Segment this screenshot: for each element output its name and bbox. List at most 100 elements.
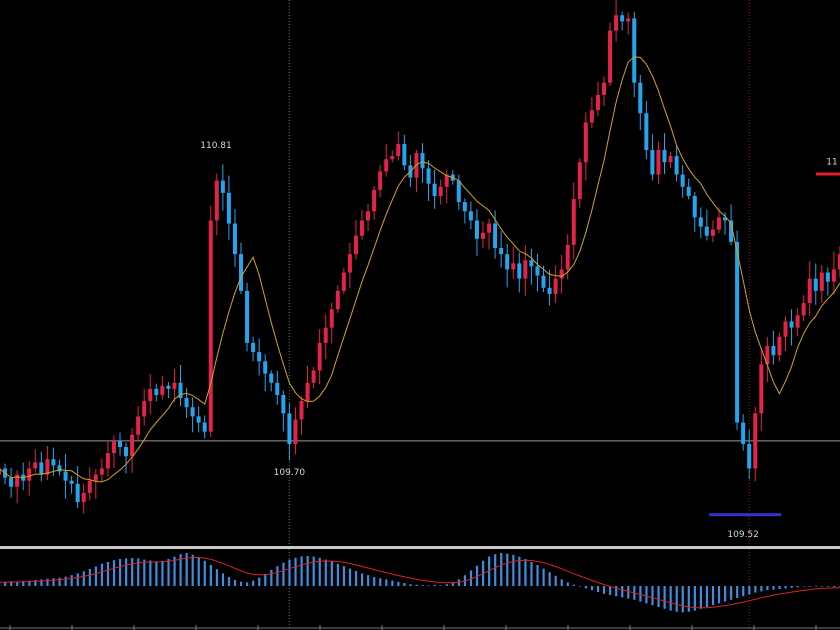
candle-body [335,290,340,310]
candle-body [541,275,546,288]
candle-body [154,388,159,395]
histogram-bar [494,554,497,586]
candle-body [281,394,286,414]
histogram-bar [52,578,55,586]
candle-body [602,82,606,95]
histogram-bar [336,563,339,586]
histogram-bar [802,586,805,587]
histogram-bar [621,586,624,598]
candle-body [396,143,401,157]
candle-body [311,370,316,383]
candle-body [771,345,776,356]
histogram-bar [312,556,315,586]
histogram-bar [705,586,709,607]
candle-body [638,82,643,114]
candle-body [372,189,377,212]
histogram-bar [820,586,823,587]
histogram-bar [687,586,690,612]
histogram-bar [16,581,19,586]
histogram-bar [76,573,79,586]
candle-body [57,465,62,472]
histogram-bar [403,583,406,586]
candle-body [499,248,504,255]
histogram-bar [58,577,61,586]
histogram-bar [361,573,364,586]
panel-separator [0,546,840,549]
candle-body [142,401,147,417]
candle-body [456,180,461,203]
oscillator-panel [0,546,840,630]
histogram-bar [342,566,346,586]
candle-body [360,220,364,236]
candle-body [608,30,613,83]
candle-body [214,180,219,221]
histogram-bar [10,581,13,586]
candle-body [220,180,225,193]
candle-body [87,480,92,493]
candle-body [51,459,56,466]
candle-body [571,199,576,245]
histogram-bar [209,565,212,586]
histogram-bar [736,586,739,598]
candle-body [795,315,800,328]
candle-body [710,229,715,236]
histogram-bar [681,586,684,613]
candle-body [474,220,479,239]
candle-body [366,211,371,221]
histogram-bar [506,553,509,586]
histogram-bar [294,557,297,586]
histogram-bar [530,562,533,586]
candle-body [680,174,685,187]
candle-body [487,223,492,233]
candle-body [577,162,582,200]
histogram-bar [645,586,648,604]
histogram-bar [88,568,91,586]
candle-body [275,382,280,395]
histogram-bar [143,559,146,586]
candle-body [287,413,292,444]
histogram-bar [651,586,654,606]
histogram-bar [790,586,793,588]
candle-body [523,260,528,279]
candle-body [595,94,600,111]
histogram-bar [469,570,473,586]
histogram-bar [70,575,73,586]
candle-body [505,254,510,270]
candle-body [765,345,770,365]
candle-body [698,217,703,227]
candle-body [686,186,691,196]
candle-body [239,254,243,291]
histogram-bar [82,571,85,586]
candle-body [468,211,473,221]
candle-body [614,15,619,31]
candle-body [432,183,437,196]
candle-body [747,443,752,469]
histogram-bar [354,571,358,586]
signal-line [0,557,840,609]
histogram-bar [131,558,134,586]
histogram-bar [627,586,630,599]
histogram-bar [227,577,231,586]
histogram-bar [808,586,811,587]
histogram-bar [838,586,840,587]
candle-body [517,263,522,279]
histogram-bar [415,584,418,586]
histogram-bar [240,581,243,586]
candle-body [825,272,830,282]
candle-body [420,153,425,169]
candle-body [583,122,588,163]
histogram-bar [34,580,37,586]
histogram-bar [4,581,7,586]
candle-body [378,171,383,190]
histogram-bar [270,569,273,586]
candle-body [704,226,709,236]
histogram-bar [524,559,527,586]
histogram-bar [276,566,279,586]
candle-body [111,440,116,454]
price-annotation-label: 11 [826,158,837,168]
candle-body [124,447,129,457]
candle-body [305,382,310,402]
histogram-bar [536,565,539,586]
candle-body [716,217,721,230]
